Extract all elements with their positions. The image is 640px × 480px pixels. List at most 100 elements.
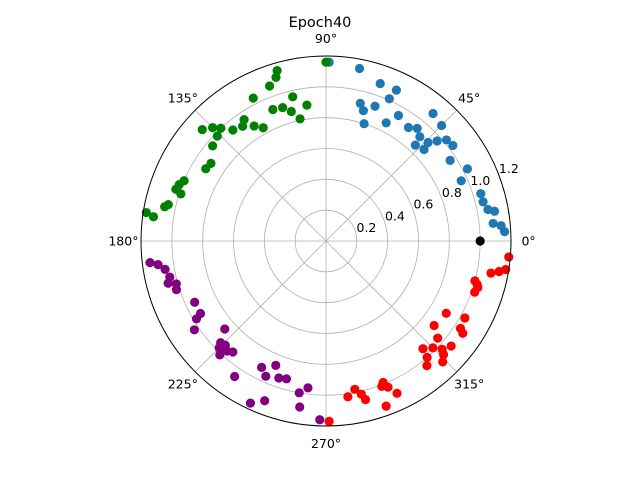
data-point xyxy=(230,371,240,382)
data-point xyxy=(370,101,380,111)
data-point xyxy=(190,297,200,307)
data-point xyxy=(189,325,199,335)
data-point xyxy=(436,120,447,131)
data-point xyxy=(257,362,267,372)
data-point xyxy=(383,382,393,392)
data-point xyxy=(160,202,170,212)
data-point xyxy=(375,78,385,89)
data-point xyxy=(488,218,498,229)
data-point xyxy=(295,114,305,124)
data-point xyxy=(163,278,173,288)
theta-tick-label: 0° xyxy=(521,234,535,249)
data-point xyxy=(441,135,452,145)
data-point xyxy=(145,258,155,268)
data-point xyxy=(360,394,371,405)
data-point xyxy=(197,124,207,135)
data-point xyxy=(423,137,433,148)
data-point xyxy=(422,361,432,371)
data-point xyxy=(160,264,170,274)
data-point xyxy=(432,136,442,146)
data-point xyxy=(261,371,271,381)
theta-gridline xyxy=(325,240,458,373)
data-point xyxy=(271,360,281,370)
theta-gridline xyxy=(194,240,327,373)
theta-tick-label: 180° xyxy=(108,234,138,249)
data-point xyxy=(428,343,438,353)
data-point xyxy=(504,252,514,262)
data-point xyxy=(438,357,448,367)
data-point xyxy=(422,352,432,362)
data-point xyxy=(460,313,470,323)
data-points xyxy=(141,57,514,426)
data-point xyxy=(441,308,451,318)
data-point xyxy=(245,398,256,408)
data-point xyxy=(274,373,284,383)
polar-frame xyxy=(140,55,512,427)
chart-title: Epoch40 xyxy=(289,15,352,31)
r-tick-label: 0.8 xyxy=(442,185,462,200)
data-point xyxy=(272,65,282,76)
data-point xyxy=(153,260,163,270)
theta-tick-label: 270° xyxy=(311,436,341,451)
theta-gridline xyxy=(325,109,458,242)
data-point xyxy=(278,102,288,113)
data-point xyxy=(271,72,281,82)
data-point xyxy=(249,121,259,131)
data-point xyxy=(302,100,312,110)
theta-tick-label: 315° xyxy=(454,377,484,392)
data-point xyxy=(264,81,275,91)
data-point xyxy=(475,236,485,246)
theta-tick-label: 45° xyxy=(458,90,480,105)
data-point xyxy=(303,383,313,393)
data-point xyxy=(216,123,226,133)
data-point xyxy=(358,105,368,116)
data-point xyxy=(343,392,353,402)
data-point xyxy=(476,189,486,199)
data-point xyxy=(483,204,493,215)
data-point xyxy=(445,155,455,165)
data-point xyxy=(191,314,202,324)
data-point xyxy=(437,344,447,354)
data-point xyxy=(354,63,365,74)
data-point xyxy=(486,268,496,278)
data-point xyxy=(478,197,488,207)
r-tick-label: 1.0 xyxy=(470,173,490,188)
data-point xyxy=(324,416,334,426)
data-point xyxy=(448,140,458,151)
r-tick-label: 0.2 xyxy=(357,220,377,235)
data-point xyxy=(455,323,466,333)
data-point xyxy=(295,402,305,412)
r-tick-label: 1.2 xyxy=(499,161,519,176)
data-point xyxy=(446,341,456,351)
polar-grid xyxy=(141,56,511,426)
data-point xyxy=(429,320,439,331)
r-tick-label: 0.6 xyxy=(414,197,434,212)
data-point xyxy=(384,94,394,104)
data-point xyxy=(258,123,268,133)
data-point xyxy=(470,276,480,286)
data-point xyxy=(148,212,159,222)
data-point xyxy=(268,104,278,115)
data-point xyxy=(393,110,404,121)
data-point xyxy=(228,347,238,357)
data-point xyxy=(391,85,401,95)
data-point xyxy=(281,374,292,384)
data-point xyxy=(171,284,182,295)
data-point xyxy=(428,108,438,119)
data-point xyxy=(248,93,258,103)
data-point xyxy=(418,344,428,354)
data-point xyxy=(359,119,369,129)
data-point xyxy=(238,121,248,131)
data-point xyxy=(392,388,402,398)
theta-tick-label: 225° xyxy=(168,377,198,392)
data-point xyxy=(315,415,325,425)
data-point xyxy=(212,131,222,141)
data-point xyxy=(321,57,331,67)
data-point xyxy=(456,176,466,186)
data-point xyxy=(288,92,298,102)
data-point xyxy=(350,384,360,394)
theta-tick-label: 90° xyxy=(315,31,337,46)
data-point xyxy=(176,189,186,199)
data-point xyxy=(208,123,218,133)
